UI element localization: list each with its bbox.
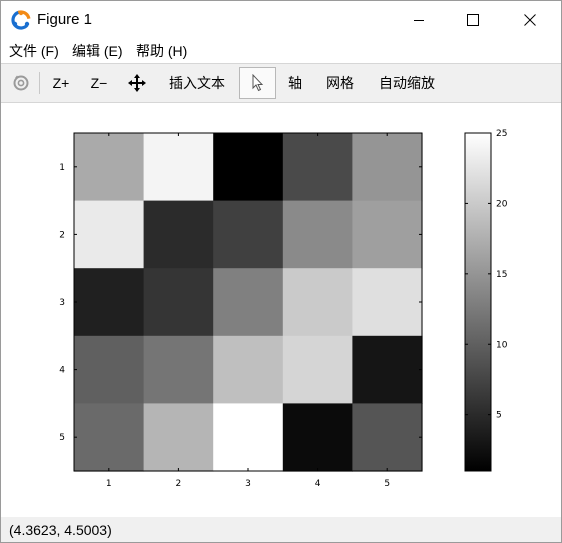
zoom-out-button[interactable]: Z−: [90, 75, 108, 91]
y-tick-labels: 1 2 3 4 5: [59, 163, 65, 443]
heatmap-cell-r5-c1: [74, 403, 145, 472]
axis-ticks: [74, 133, 422, 471]
cursor-coordinates: (4.3623, 4.5003): [9, 522, 112, 538]
y-tick-label: 3: [59, 298, 65, 308]
toolbar-separator: [39, 72, 40, 94]
minimize-icon: [414, 20, 424, 21]
minimize-button[interactable]: [396, 1, 442, 39]
heatmap-cell-r2-c5: [352, 200, 423, 269]
heatmap-cell-r1-c4: [282, 133, 353, 202]
y-tick-label: 5: [59, 433, 65, 443]
pointer-select-icon: [252, 74, 263, 92]
rotate-button[interactable]: [8, 67, 34, 99]
heatmap-cell-r1-c2: [143, 133, 214, 202]
close-icon: [524, 14, 536, 26]
maximize-button[interactable]: [450, 1, 496, 39]
x-tick-label: 2: [176, 479, 182, 489]
menu-file[interactable]: 文件 (F): [9, 43, 59, 59]
heatmap-cell-r3-c3: [213, 268, 284, 337]
y-tick-label: 4: [59, 366, 65, 376]
heatmap-cell-r4-c3: [213, 335, 284, 404]
rotate-3d-icon: [13, 75, 29, 91]
x-tick-label: 4: [315, 479, 321, 489]
heatmap-cell-r2-c4: [282, 200, 353, 269]
toolbar: Z+ Z− 插入文本 轴 网格 自动缩放: [1, 63, 561, 103]
colorbar-ticks: 5 10 15 20 25: [465, 129, 508, 421]
heatmap-cells: [74, 133, 423, 472]
octave-logo-icon: [11, 10, 31, 30]
menu-help[interactable]: 帮助 (H): [136, 43, 188, 59]
colorbar-tick-label: 10: [496, 340, 508, 350]
heatmap-cell-r5-c2: [143, 403, 214, 472]
autoscale-button[interactable]: 自动缩放: [379, 75, 435, 91]
x-tick-label: 1: [106, 479, 112, 489]
colorbar-frame: [464, 132, 492, 472]
colorbar-gradient: [465, 133, 491, 471]
y-tick-label: 1: [59, 163, 65, 173]
heatmap-cell-r1-c5: [352, 133, 423, 202]
colorbar-tick-label: 5: [496, 411, 502, 421]
heatmap-cell-r4-c1: [74, 335, 145, 404]
heatmap-cell-r2-c1: [74, 200, 145, 269]
heatmap-plot[interactable]: 1 2 3 4 5 1 2 3 4 5 5 10 15 20 25: [1, 103, 561, 517]
heatmap-cell-r3-c4: [282, 268, 353, 337]
menu-edit[interactable]: 编辑 (E): [72, 43, 123, 59]
x-tick-label: 5: [384, 479, 390, 489]
pan-button[interactable]: [122, 67, 152, 99]
grid-button[interactable]: 网格: [326, 75, 354, 91]
heatmap-cell-r3-c1: [74, 268, 145, 337]
heatmap-cell-r5-c5: [352, 403, 423, 472]
zoom-in-button[interactable]: Z+: [52, 75, 70, 91]
axis-button[interactable]: 轴: [288, 75, 302, 91]
heatmap-cell-r4-c2: [143, 335, 214, 404]
menu-bar: 文件 (F) 编辑 (E) 帮助 (H): [1, 39, 561, 63]
heatmap-cell-r1-c1: [74, 133, 145, 202]
figure-canvas: 1 2 3 4 5 1 2 3 4 5 5 10 15 20 25: [1, 103, 561, 517]
heatmap-cell-r5-c3: [213, 403, 284, 472]
heatmap-cell-r2-c3: [213, 200, 284, 269]
heatmap-cell-r5-c4: [282, 403, 353, 472]
close-button[interactable]: [507, 1, 553, 39]
heatmap-cell-r1-c3: [213, 133, 284, 202]
colorbar-tick-label: 25: [496, 129, 507, 139]
heatmap-cell-r4-c5: [352, 335, 423, 404]
heatmap-cell-r2-c2: [143, 200, 214, 269]
x-tick-label: 3: [245, 479, 251, 489]
y-tick-label: 2: [59, 230, 65, 240]
maximize-icon: [467, 14, 479, 26]
heatmap-cell-r4-c4: [282, 335, 353, 404]
heatmap-cell-r3-c2: [143, 268, 214, 337]
x-tick-labels: 1 2 3 4 5: [106, 479, 390, 489]
select-button[interactable]: [239, 67, 276, 99]
insert-text-button[interactable]: 插入文本: [169, 75, 225, 91]
status-bar: (4.3623, 4.5003): [1, 517, 561, 542]
colorbar-tick-label: 15: [496, 270, 507, 280]
pan-move-icon: [128, 74, 146, 92]
title-bar: Figure 1: [1, 1, 561, 39]
heatmap-cell-r3-c5: [352, 268, 423, 337]
window-title: Figure 1: [37, 11, 93, 28]
colorbar-tick-label: 20: [496, 199, 508, 209]
